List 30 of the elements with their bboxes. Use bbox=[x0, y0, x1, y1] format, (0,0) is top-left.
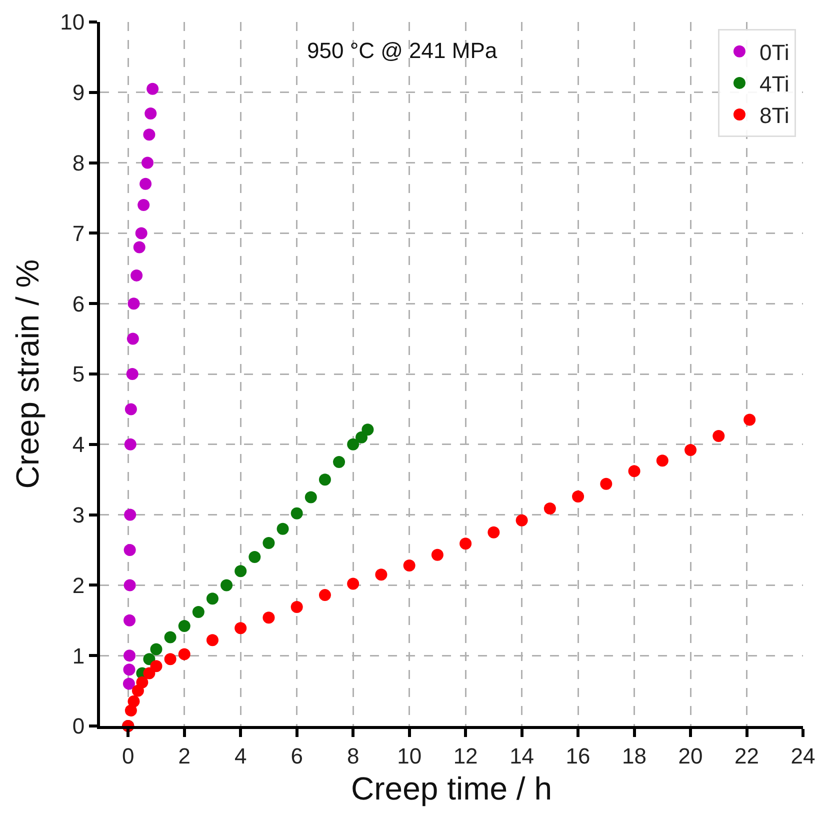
x-tick-label: 4 bbox=[234, 743, 247, 768]
y-tick-label: 6 bbox=[72, 291, 85, 316]
x-tick-label: 16 bbox=[566, 743, 590, 768]
y-tick-label: 7 bbox=[72, 220, 85, 246]
x-axis-title: Creep time / h bbox=[351, 770, 552, 806]
y-tick-label: 5 bbox=[72, 362, 85, 387]
x-tick-label: 14 bbox=[510, 743, 534, 768]
x-tick-label: 0 bbox=[122, 743, 134, 768]
y-tick-label: 1 bbox=[72, 643, 85, 668]
x-tick-label: 2 bbox=[178, 743, 190, 768]
x-tick-label: 12 bbox=[453, 743, 478, 768]
y-tick-label: 3 bbox=[72, 502, 85, 528]
y-axis-title: Creep strain / % bbox=[9, 259, 46, 489]
legend-label: 0Ti bbox=[759, 40, 790, 65]
y-tick-label: 10 bbox=[60, 10, 85, 35]
x-tick-label: 8 bbox=[346, 743, 360, 768]
y-tick-label: 8 bbox=[72, 150, 85, 176]
x-tick-label: 20 bbox=[678, 743, 703, 768]
x-tick-label: 10 bbox=[397, 743, 422, 768]
x-tick-label: 22 bbox=[734, 743, 759, 768]
x-tick-label: 6 bbox=[290, 743, 303, 768]
legend-label: 8Ti bbox=[759, 103, 790, 128]
y-tick-label: 2 bbox=[72, 572, 85, 598]
x-tick-label: 18 bbox=[622, 743, 647, 768]
legend-label: 4Ti bbox=[759, 72, 790, 97]
annotation: 950 °C @ 241 MPa bbox=[307, 38, 498, 63]
x-tick-label: 24 bbox=[790, 743, 816, 768]
y-tick-label: 9 bbox=[72, 80, 85, 106]
y-tick-label: 0 bbox=[72, 714, 85, 739]
y-tick-label: 4 bbox=[72, 432, 85, 458]
